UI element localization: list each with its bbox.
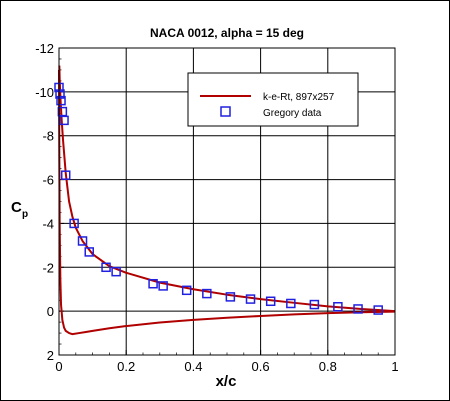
- data-point: [55, 89, 65, 99]
- data-point: [373, 305, 383, 315]
- chart-title: NACA 0012, alpha = 15 deg: [150, 26, 304, 40]
- plot-area-border: [58, 47, 396, 356]
- legend-box: [187, 72, 359, 127]
- data-point: [245, 294, 256, 304]
- y-tick-label: 0: [47, 304, 54, 319]
- data-point: [265, 296, 276, 307]
- legend: k-e-Rt, 897x257 Gregory data: [187, 72, 359, 127]
- data-point: [60, 170, 71, 180]
- legend-marker-swatch: [220, 106, 231, 117]
- data-point: [202, 288, 212, 299]
- x-tick-label: 0.4: [184, 359, 202, 374]
- data-point: [286, 298, 296, 309]
- y-tick-label: -12: [35, 41, 54, 56]
- x-tick-label: 0.6: [252, 359, 270, 374]
- x-tick-label: 0.2: [117, 359, 135, 374]
- legend-label-model: k-e-Rt, 897x257: [263, 92, 335, 103]
- tick-labels: 0 0.2 0.4 0.6 0.8 1-12-10-8-6-4-202: [35, 41, 398, 374]
- x-tick-label: 0.8: [319, 359, 337, 374]
- y-axis-label-subscript: p: [22, 209, 28, 220]
- x-tick-label: 0: [55, 359, 62, 374]
- data-point: [101, 262, 111, 273]
- y-axis-label-main: C: [11, 199, 22, 216]
- y-tick-label: 2: [47, 348, 54, 363]
- data-point: [158, 281, 168, 291]
- data-point: [181, 285, 192, 296]
- data-point: [309, 299, 320, 310]
- data-point: [69, 218, 79, 229]
- y-tick-label: -2: [42, 260, 54, 275]
- data-point: [111, 266, 121, 277]
- series-markers: [54, 82, 383, 315]
- data-point: [225, 292, 236, 302]
- y-axis-label: C p: [11, 199, 28, 220]
- data-point: [148, 278, 158, 289]
- data-point: [59, 115, 69, 126]
- data-point: [333, 302, 343, 312]
- y-tick-label: -4: [42, 216, 54, 231]
- x-tick-label: 1: [391, 359, 398, 374]
- y-tick-label: -6: [42, 173, 54, 188]
- data-point: [77, 236, 88, 246]
- series-line-lower-surface: [58, 69, 396, 336]
- y-tick-label: -10: [35, 85, 54, 100]
- legend-label-data: Gregory data: [263, 108, 322, 119]
- x-axis-label: x/c: [216, 373, 237, 390]
- data-point: [57, 106, 68, 117]
- data-point: [353, 304, 363, 314]
- data-point: [56, 95, 66, 106]
- data-point: [84, 247, 94, 257]
- y-tick-label: -8: [42, 129, 54, 144]
